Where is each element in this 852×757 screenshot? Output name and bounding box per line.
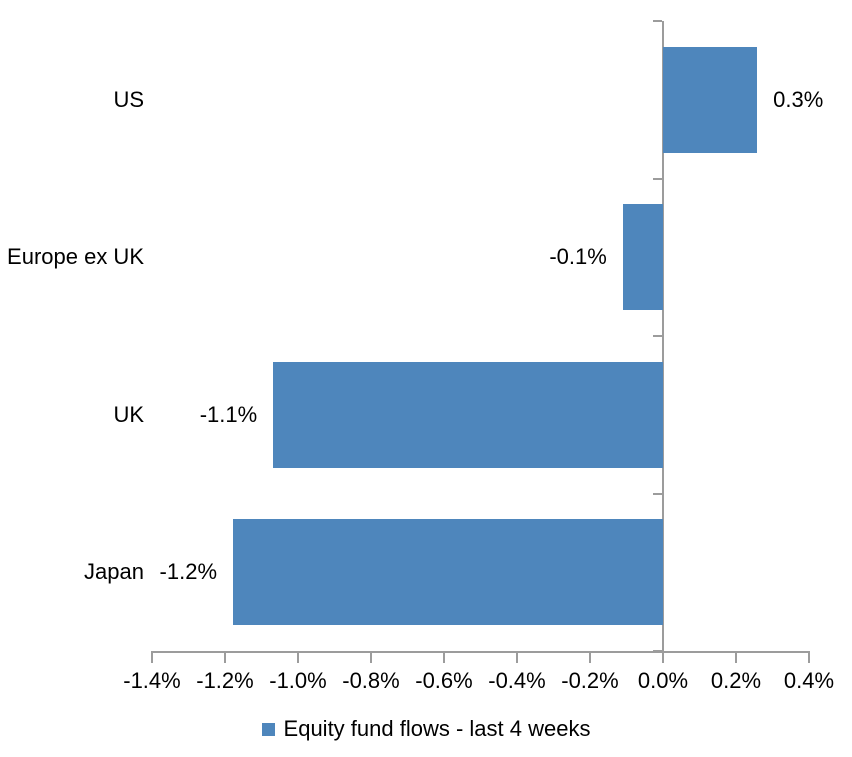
data-label-us: 0.3% [773, 86, 824, 112]
x-axis-tick [589, 651, 591, 663]
legend-marker-square [261, 722, 275, 736]
legend-label: Equity fund flows - last 4 weeks [283, 716, 591, 741]
x-axis-tick [297, 651, 299, 663]
category-axis-tick [653, 20, 662, 22]
category-axis-tick [653, 492, 662, 495]
x-tick-label: 0.0% [637, 668, 689, 693]
x-tick-label: -0.6% [415, 668, 473, 693]
category-axis-tick [653, 335, 662, 337]
x-axis-tick [735, 651, 737, 663]
x-axis-tick [662, 651, 664, 663]
x-tick-label: -0.8% [342, 668, 400, 693]
category-axis-tick [653, 177, 662, 180]
x-tick-label: -1.0% [269, 668, 327, 693]
category-label-japan: Japan [84, 559, 144, 585]
x-axis-tick [151, 651, 153, 663]
data-label-japan: -1.2% [159, 559, 218, 585]
x-tick-label: -1.4% [123, 668, 181, 693]
data-label-uk: -1.1% [199, 401, 258, 427]
x-axis-tick [516, 651, 518, 663]
x-axis-tick [224, 651, 226, 663]
bar-europe-ex-uk [622, 204, 663, 311]
data-label-europe-ex-uk: -0.1% [549, 244, 607, 270]
x-axis-tick [370, 651, 372, 663]
x-tick-label: 0.4% [783, 668, 835, 693]
x-tick-label: -1.2% [196, 668, 254, 693]
legend: Equity fund flows - last 4 weeks [0, 716, 852, 742]
x-tick-label: -0.2% [561, 668, 619, 693]
category-label-europe-ex-uk: Europe ex UK [7, 244, 144, 270]
category-label-us: US [113, 86, 144, 112]
x-axis-tick [443, 651, 445, 663]
category-label-uk: UK [113, 401, 144, 427]
bar-japan [233, 519, 663, 626]
bar-us [663, 46, 758, 153]
value-axis-line [662, 21, 664, 653]
x-axis-tick [808, 651, 810, 663]
x-tick-label: 0.2% [710, 668, 762, 693]
bar-uk [273, 361, 663, 468]
x-axis-line [151, 651, 810, 653]
x-tick-label: -0.4% [488, 668, 546, 693]
